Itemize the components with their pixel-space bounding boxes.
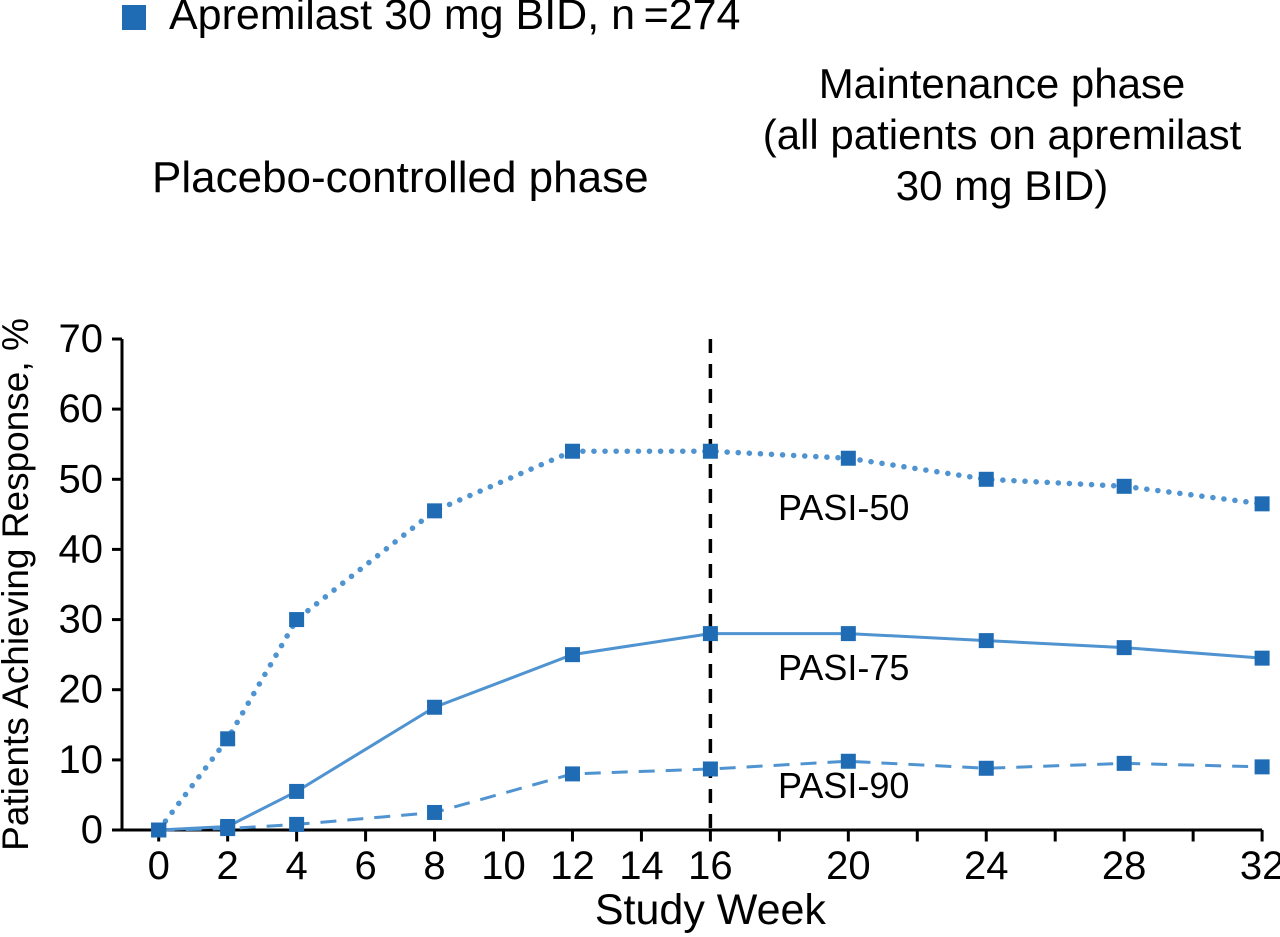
svg-text:4: 4: [285, 844, 307, 888]
svg-text:24: 24: [964, 844, 1009, 888]
svg-text:12: 12: [550, 844, 595, 888]
svg-text:14: 14: [619, 844, 664, 888]
svg-text:10: 10: [481, 844, 526, 888]
svg-text:PASI-75: PASI-75: [778, 647, 909, 688]
svg-text:20: 20: [826, 844, 871, 888]
svg-text:20: 20: [59, 668, 104, 712]
svg-text:16: 16: [688, 844, 733, 888]
svg-text:32: 32: [1240, 844, 1280, 888]
svg-text:PASI-90: PASI-90: [778, 765, 909, 806]
svg-text:70: 70: [59, 317, 104, 361]
svg-text:50: 50: [59, 457, 104, 501]
svg-text:10: 10: [59, 738, 104, 782]
svg-text:2: 2: [217, 844, 239, 888]
svg-text:PASI-50: PASI-50: [778, 487, 909, 528]
svg-text:40: 40: [59, 527, 104, 571]
svg-text:60: 60: [59, 387, 104, 431]
svg-text:Study Week: Study Week: [595, 886, 827, 934]
svg-text:8: 8: [423, 844, 445, 888]
svg-text:28: 28: [1102, 844, 1147, 888]
svg-text:0: 0: [81, 808, 103, 852]
svg-text:Patients Achieving Response, %: Patients Achieving Response, %: [0, 318, 36, 851]
svg-text:30: 30: [59, 598, 104, 642]
svg-text:0: 0: [148, 844, 170, 888]
svg-text:6: 6: [354, 844, 376, 888]
